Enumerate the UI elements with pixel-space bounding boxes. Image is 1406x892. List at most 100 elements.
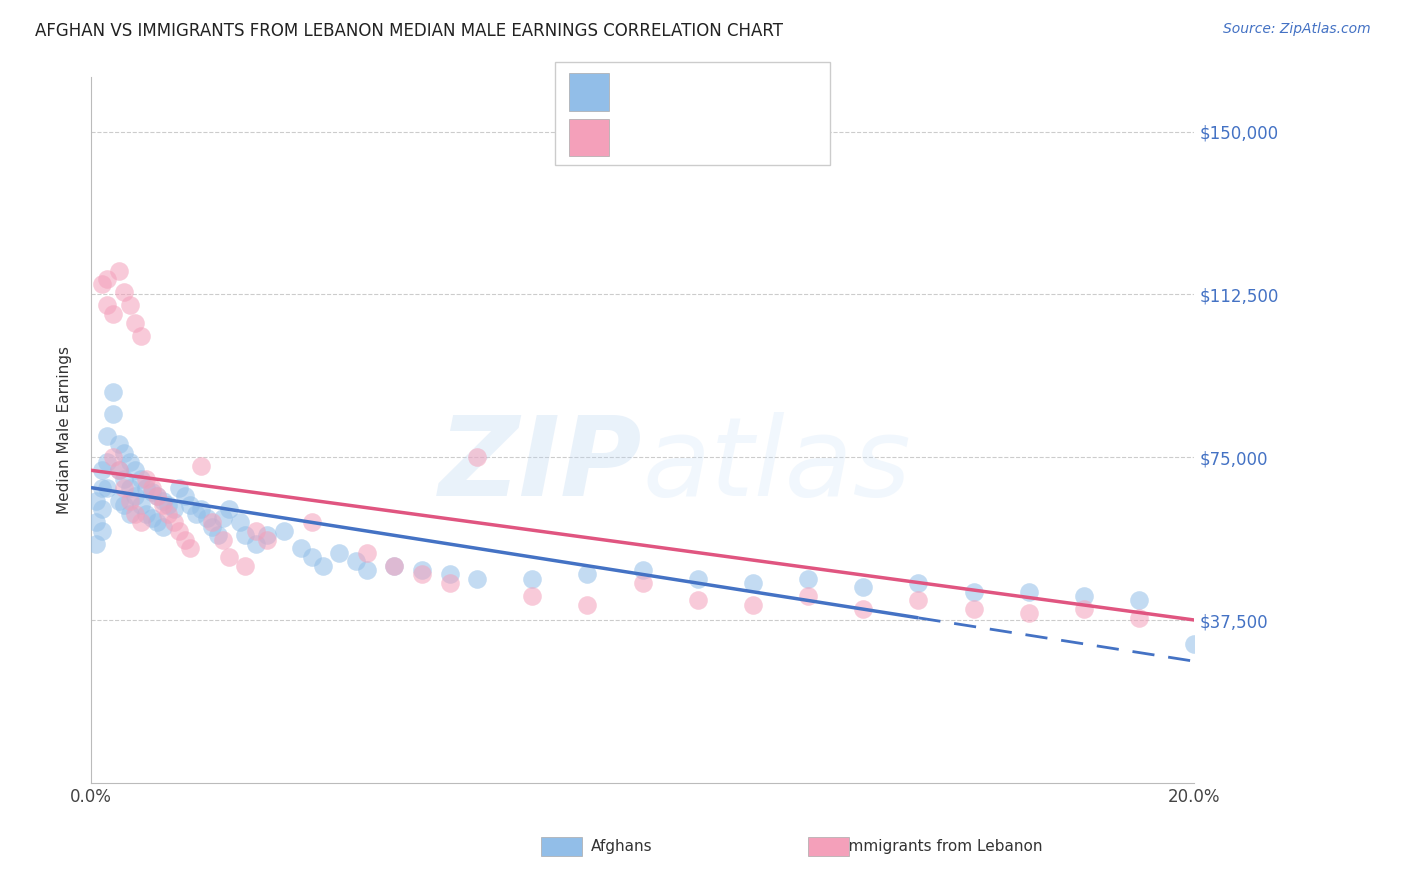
Point	[112, 446, 135, 460]
Point	[201, 519, 224, 533]
Point	[852, 581, 875, 595]
Point	[118, 493, 141, 508]
Point	[742, 576, 765, 591]
Y-axis label: Median Male Earnings: Median Male Earnings	[58, 346, 72, 514]
Point	[256, 528, 278, 542]
Point	[1018, 607, 1040, 621]
Text: atlas: atlas	[643, 412, 911, 519]
Point	[179, 541, 201, 556]
Point	[129, 498, 152, 512]
Point	[112, 285, 135, 300]
Text: R = -0.231: R = -0.231	[621, 83, 711, 101]
Point	[124, 507, 146, 521]
Point	[184, 507, 207, 521]
Point	[852, 602, 875, 616]
Point	[86, 537, 108, 551]
Point	[129, 328, 152, 343]
Point	[344, 554, 367, 568]
Point	[1073, 589, 1095, 603]
Point	[112, 472, 135, 486]
Text: Immigrants from Lebanon: Immigrants from Lebanon	[844, 839, 1042, 854]
Point	[91, 524, 114, 538]
Point	[141, 485, 163, 500]
Point	[101, 307, 124, 321]
Point	[101, 407, 124, 421]
Point	[962, 584, 984, 599]
Point	[301, 516, 323, 530]
Text: Source: ZipAtlas.com: Source: ZipAtlas.com	[1223, 22, 1371, 37]
Point	[167, 481, 190, 495]
Text: N = 73: N = 73	[741, 83, 803, 101]
Point	[146, 516, 169, 530]
Point	[96, 272, 118, 286]
Point	[290, 541, 312, 556]
Point	[146, 489, 169, 503]
Point	[311, 558, 333, 573]
Point	[96, 298, 118, 312]
Point	[235, 528, 257, 542]
Point	[1128, 611, 1150, 625]
Point	[907, 593, 929, 607]
Point	[107, 463, 129, 477]
Point	[201, 516, 224, 530]
Point	[218, 502, 240, 516]
Point	[167, 524, 190, 538]
Point	[907, 576, 929, 591]
Point	[91, 463, 114, 477]
Point	[86, 493, 108, 508]
Point	[356, 546, 378, 560]
Point	[91, 502, 114, 516]
Point	[146, 489, 169, 503]
Point	[212, 533, 235, 547]
Point	[245, 537, 267, 551]
Point	[107, 493, 129, 508]
Point	[1128, 593, 1150, 607]
Point	[962, 602, 984, 616]
Point	[96, 481, 118, 495]
Point	[686, 593, 709, 607]
Point	[135, 507, 157, 521]
Point	[141, 481, 163, 495]
Point	[152, 519, 174, 533]
Point	[157, 498, 180, 512]
Point	[124, 316, 146, 330]
Point	[190, 502, 212, 516]
Point	[101, 385, 124, 400]
Point	[91, 481, 114, 495]
Point	[631, 576, 654, 591]
Point	[382, 558, 405, 573]
Point	[152, 493, 174, 508]
Point	[118, 507, 141, 521]
Point	[797, 589, 820, 603]
Point	[465, 572, 488, 586]
Point	[96, 428, 118, 442]
Text: N = 49: N = 49	[741, 128, 803, 146]
Point	[135, 481, 157, 495]
Point	[124, 489, 146, 503]
Point	[173, 533, 195, 547]
Point	[195, 511, 218, 525]
Point	[218, 550, 240, 565]
Point	[576, 598, 599, 612]
Point	[173, 489, 195, 503]
Point	[152, 498, 174, 512]
Point	[107, 263, 129, 277]
Point	[576, 567, 599, 582]
Point	[118, 454, 141, 468]
Point	[124, 463, 146, 477]
Point	[439, 576, 461, 591]
Point	[245, 524, 267, 538]
Point	[235, 558, 257, 573]
Point	[179, 498, 201, 512]
Point	[301, 550, 323, 565]
Point	[1073, 602, 1095, 616]
Point	[256, 533, 278, 547]
Point	[91, 277, 114, 291]
Text: AFGHAN VS IMMIGRANTS FROM LEBANON MEDIAN MALE EARNINGS CORRELATION CHART: AFGHAN VS IMMIGRANTS FROM LEBANON MEDIAN…	[35, 22, 783, 40]
Point	[522, 589, 544, 603]
Point	[273, 524, 295, 538]
Point	[797, 572, 820, 586]
Point	[118, 298, 141, 312]
Point	[411, 567, 433, 582]
Point	[157, 507, 180, 521]
